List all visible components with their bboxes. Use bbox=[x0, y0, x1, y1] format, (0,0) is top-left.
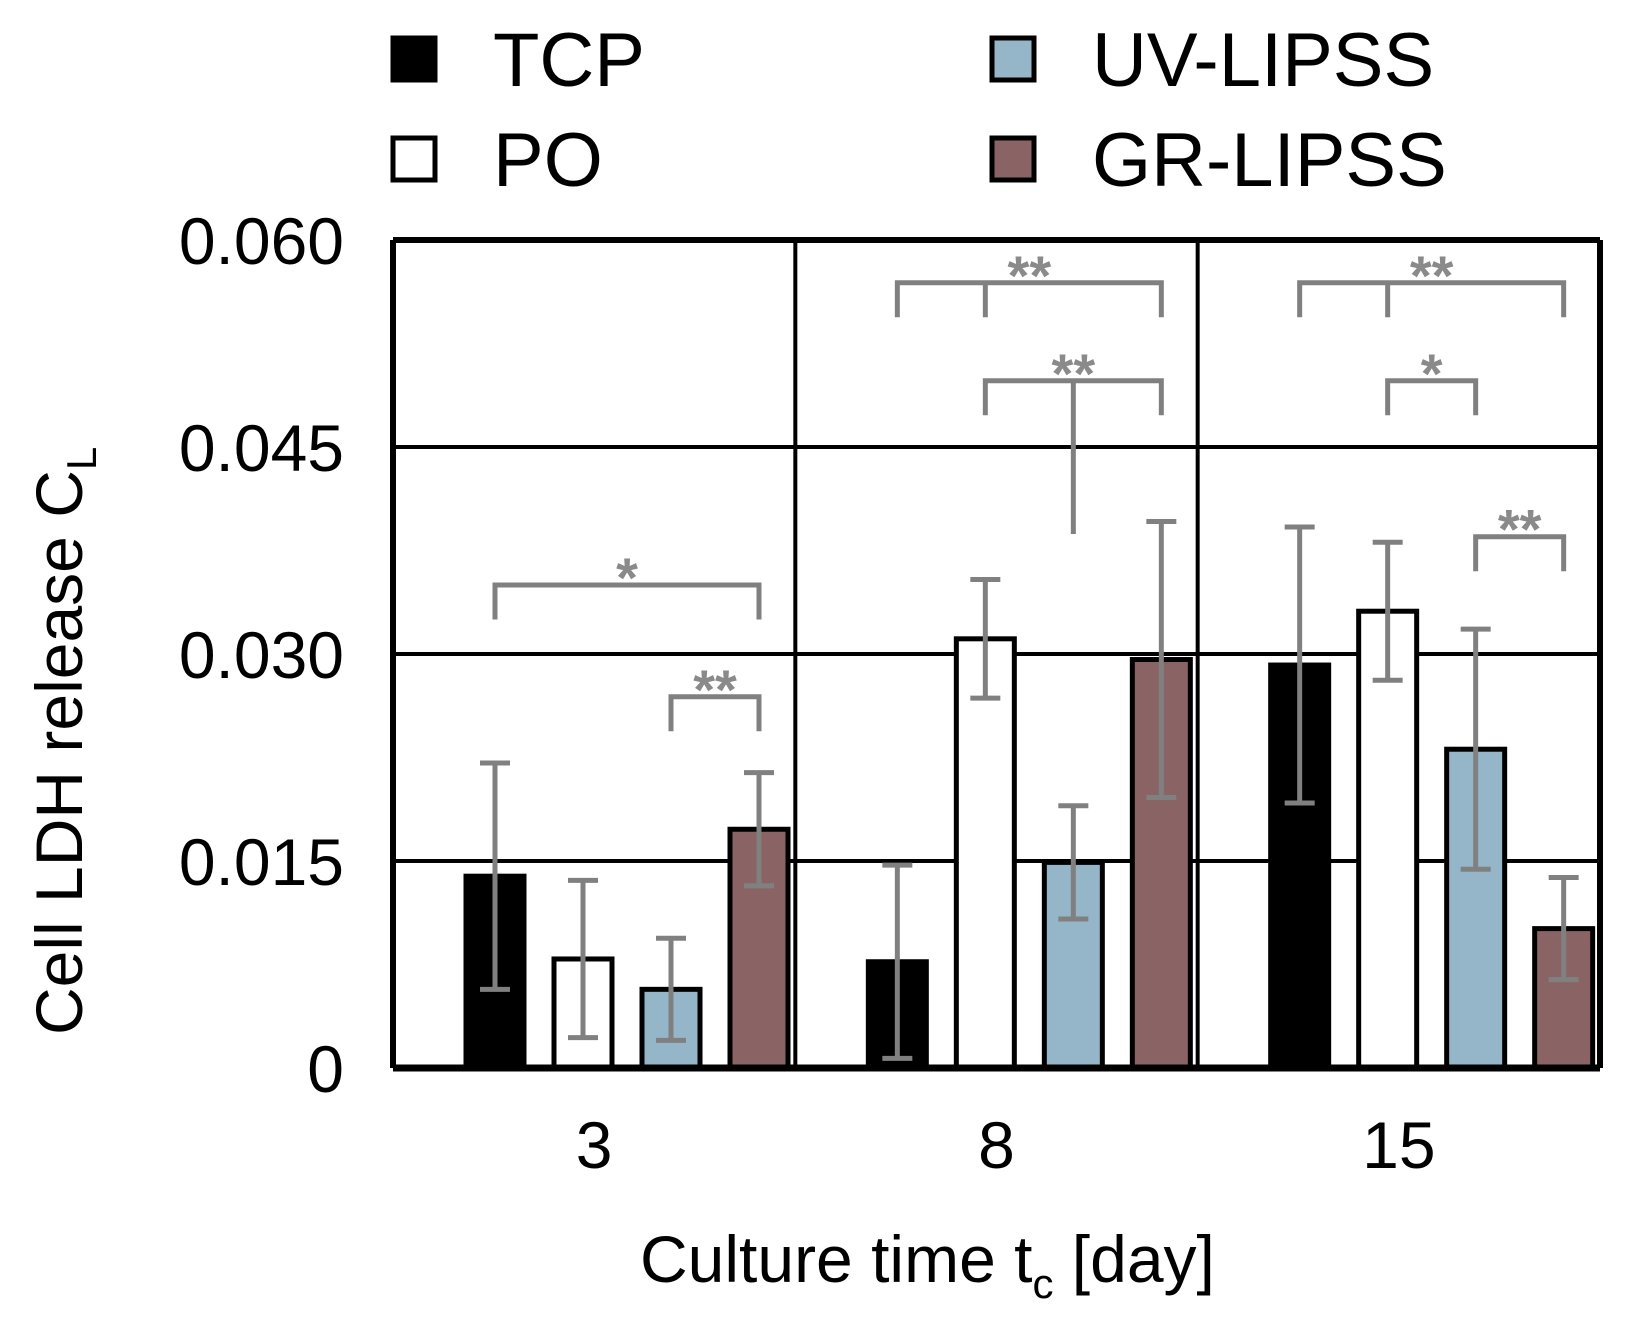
legend-entry-po: PO bbox=[390, 118, 603, 203]
significance-label: ** bbox=[1008, 244, 1052, 307]
y-axis-title-sub: L bbox=[58, 447, 105, 470]
significance-label: ** bbox=[1410, 244, 1454, 307]
error-bars-layer bbox=[480, 519, 1579, 1061]
significance-layer: ************ bbox=[492, 244, 1567, 732]
legend-entry-gr-lipss: GR-LIPSS bbox=[989, 118, 1447, 203]
y-tick-label-3: 0.045 bbox=[179, 411, 344, 485]
significance-label: ** bbox=[1052, 342, 1096, 405]
error-bar-gr-lipss-day-3 bbox=[744, 770, 774, 889]
error-bar-po-day-3 bbox=[568, 877, 598, 1041]
error-bar-tcp-day-8 bbox=[882, 862, 913, 1061]
significance-bracket-3: ** bbox=[982, 342, 1164, 534]
bracket-line bbox=[668, 694, 762, 732]
y-axis-title-main: Cell LDH release C bbox=[22, 470, 96, 1035]
y-axis-title: Cell LDH release CL bbox=[22, 447, 105, 1035]
significance-bracket-6: ** bbox=[1473, 498, 1567, 572]
x-tick-label-8: 8 bbox=[978, 1108, 1015, 1182]
legend-label: PO bbox=[493, 118, 603, 203]
significance-bracket-1: ** bbox=[668, 658, 762, 732]
legend-label: UV-LIPSS bbox=[1092, 18, 1434, 103]
error-bar-uv-lipss-day-8 bbox=[1058, 803, 1089, 922]
x-axis-title: Culture time tc [day] bbox=[640, 1222, 1215, 1307]
bar-po-day-8 bbox=[953, 636, 1017, 1071]
bars-layer bbox=[463, 608, 1596, 1071]
significance-label: ** bbox=[693, 658, 737, 721]
error-bar-uv-lipss-day-15 bbox=[1460, 626, 1491, 872]
error-bar-uv-lipss-day-3 bbox=[656, 935, 686, 1043]
significance-bracket-5: * bbox=[1385, 342, 1479, 416]
error-bar-tcp-day-3 bbox=[480, 760, 510, 992]
error-bar-po-day-8 bbox=[970, 576, 1001, 701]
legend-entry-uv-lipss: UV-LIPSS bbox=[989, 18, 1434, 103]
legend-label: TCP bbox=[493, 18, 645, 103]
legend: TCP PO UV-LIPSS GR-LIPSS bbox=[390, 18, 1447, 203]
legend-label: GR-LIPSS bbox=[1092, 118, 1447, 203]
error-bar-gr-lipss-day-8 bbox=[1146, 519, 1177, 801]
y-tick-labels: 0 0.015 0.030 0.045 0.060 bbox=[179, 204, 344, 1106]
significance-label: * bbox=[1421, 342, 1443, 405]
y-tick-label-2: 0.030 bbox=[179, 618, 344, 692]
significance-bracket-0: * bbox=[492, 546, 762, 620]
significance-label: ** bbox=[1498, 498, 1542, 561]
x-axis-title-sub: c bbox=[1032, 1260, 1053, 1307]
legend-swatch bbox=[989, 35, 1037, 83]
legend-swatch bbox=[390, 135, 438, 183]
legend-swatch bbox=[390, 35, 438, 83]
y-tick-label-4: 0.060 bbox=[179, 204, 344, 278]
y-tick-label-0: 0 bbox=[307, 1032, 344, 1106]
significance-bracket-4: ** bbox=[1297, 244, 1567, 318]
x-axis-title-main: Culture time t bbox=[640, 1222, 1032, 1296]
significance-bracket-2: ** bbox=[894, 244, 1164, 318]
x-tick-label-15: 15 bbox=[1362, 1108, 1435, 1182]
x-tick-labels: 3 8 15 bbox=[576, 1108, 1436, 1182]
legend-swatch bbox=[989, 135, 1037, 183]
x-tick-label-3: 3 bbox=[576, 1108, 613, 1182]
bracket-line bbox=[894, 280, 1164, 318]
bracket-line bbox=[1473, 534, 1567, 572]
bracket-line bbox=[1385, 378, 1479, 416]
y-tick-label-1: 0.015 bbox=[179, 825, 344, 899]
legend-entry-tcp: TCP bbox=[390, 18, 645, 103]
error-bar-po-day-15 bbox=[1372, 539, 1403, 683]
axes-frame bbox=[390, 237, 1603, 1072]
error-bar-tcp-day-15 bbox=[1284, 524, 1315, 806]
bracket-line bbox=[492, 582, 762, 620]
x-axis-title-unit: [day] bbox=[1053, 1222, 1214, 1296]
bracket-line bbox=[1297, 280, 1567, 318]
error-bar-gr-lipss-day-15 bbox=[1548, 875, 1579, 983]
significance-label: * bbox=[616, 546, 638, 609]
